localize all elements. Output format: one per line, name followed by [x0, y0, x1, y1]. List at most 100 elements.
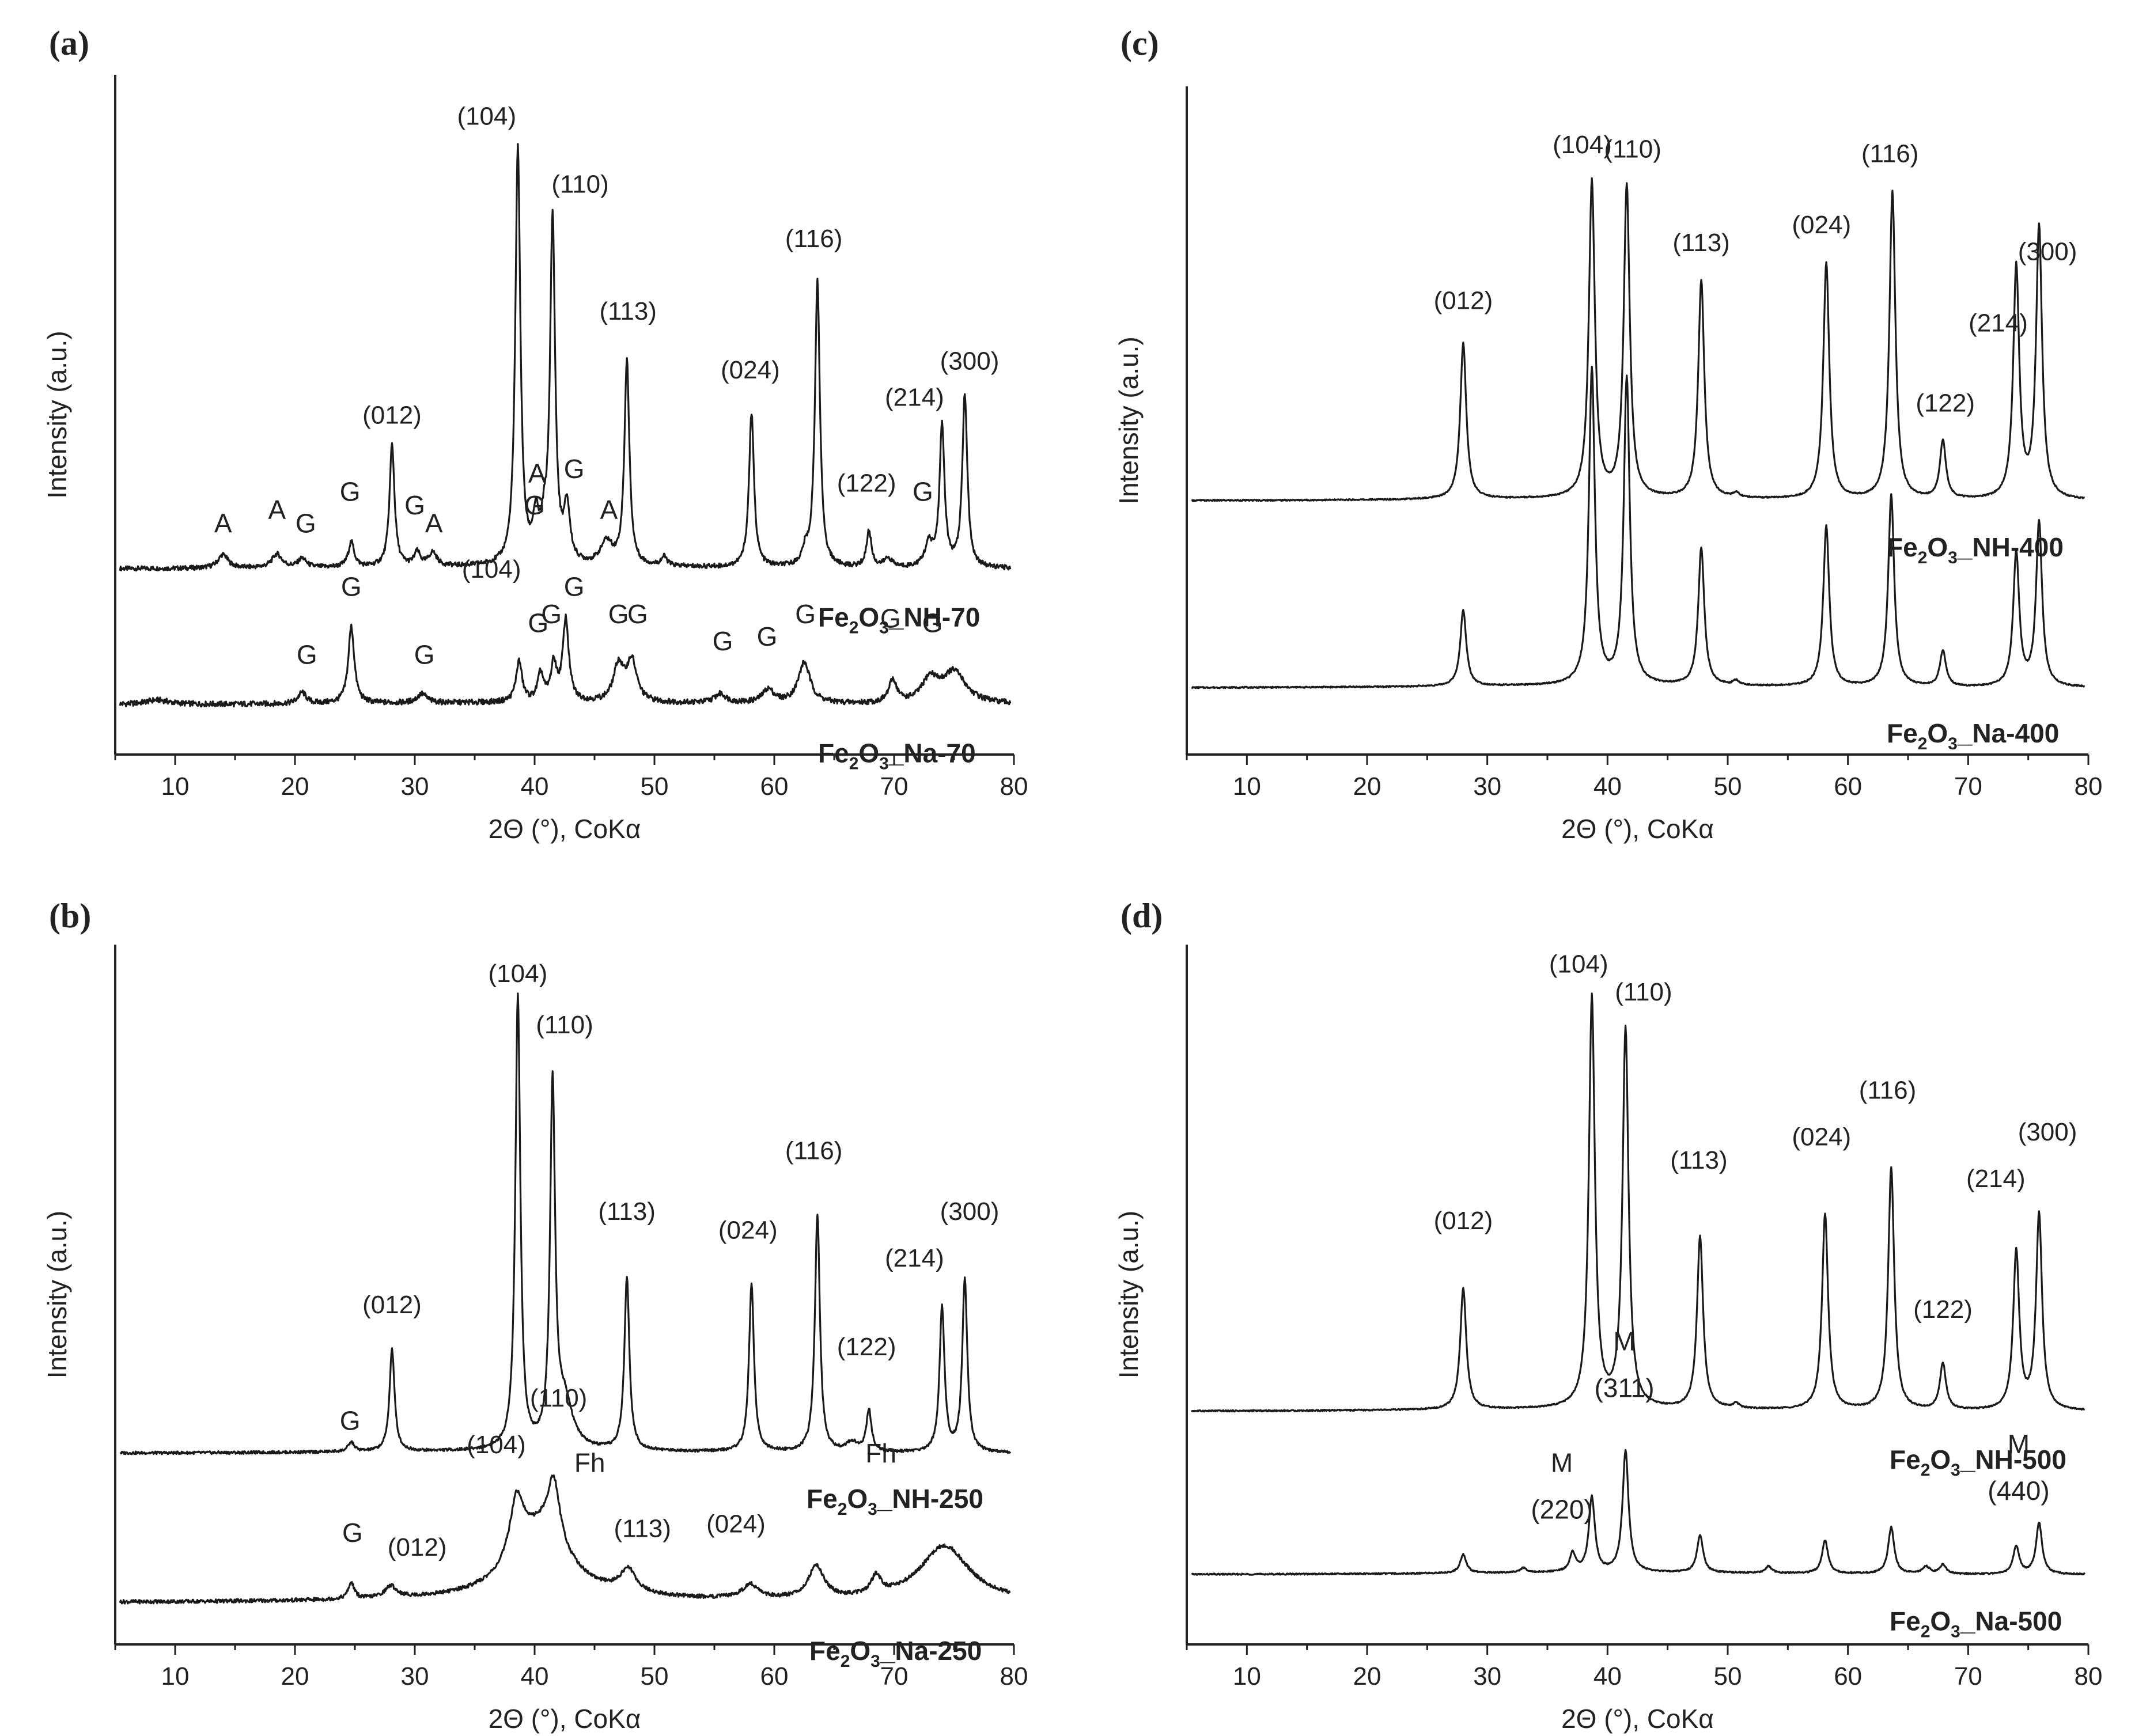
- peak-annotation: (104): [467, 1431, 526, 1459]
- peak-annotation: (122): [1916, 389, 1975, 418]
- peak-annotation: (012): [1434, 1207, 1493, 1235]
- x-tick-label: 40: [1593, 1662, 1622, 1690]
- peak-annotation: (012): [388, 1533, 447, 1561]
- peak-annotation: (116): [785, 225, 842, 253]
- sample-label: Fe2O3_Na-250: [809, 1636, 982, 1671]
- diffraction-trace: [1191, 1449, 2086, 1576]
- x-tick-label: 60: [1834, 1662, 1862, 1690]
- phase-marker: (220): [1531, 1494, 1592, 1524]
- peak-annotation: (113): [614, 1515, 671, 1543]
- x-tick-label: 70: [880, 772, 909, 801]
- x-tick-label: 40: [521, 772, 549, 801]
- peak-annotation: (122): [1913, 1295, 1973, 1324]
- sample-label: Fe2O3_Na-70: [818, 738, 976, 773]
- peak-annotation: (300): [2018, 238, 2077, 266]
- phase-marker: G: [404, 490, 425, 520]
- peak-annotation: (110): [536, 1011, 593, 1039]
- series-Fe2O3_Na-400: Fe2O3_Na-400: [1191, 365, 2085, 753]
- phase-marker: G: [627, 599, 648, 629]
- phase-marker: G: [564, 454, 585, 484]
- phase-marker: (311): [1595, 1373, 1655, 1403]
- x-tick-label: 70: [1954, 1662, 1982, 1690]
- y-axis-title: Intensity (a.u.): [42, 331, 72, 498]
- phase-marker: A: [268, 495, 286, 525]
- x-tick-label: 10: [1233, 1662, 1261, 1690]
- phase-marker: A: [425, 509, 443, 539]
- peak-annotation: (300): [2018, 1118, 2077, 1146]
- diffraction-trace: [119, 613, 1012, 708]
- panel-c: 10 20 30 40 50 60 70 80 2Θ (°), CoKα Intensity (a…: [1114, 24, 2102, 844]
- phase-marker: A: [214, 509, 232, 539]
- peak-annotation: (104): [1553, 131, 1612, 159]
- x-tick-label: 50: [1714, 1662, 1742, 1690]
- x-tick-label: 30: [401, 1662, 429, 1690]
- x-tick-label: 20: [281, 1662, 309, 1690]
- x-tick-label: 60: [760, 772, 789, 801]
- phase-marker: M: [2008, 1429, 2030, 1459]
- series-Fe2O3_Na-250: Fe2O3_Na-250 (012) (104)(110) (113) (024) G Fh…: [119, 1384, 1011, 1671]
- x-tick-label: 70: [1954, 772, 1982, 801]
- x-axis-title: 2Θ (°), CoKα: [1561, 1704, 1714, 1734]
- series-Fe2O3_NH-250: Fe2O3_NH-250(012)(104)(110)(113)(024)(11…: [119, 960, 1012, 1519]
- phase-marker: G: [414, 640, 435, 670]
- phase-marker: G: [528, 608, 548, 638]
- peak-annotation: (113): [1672, 229, 1729, 257]
- phase-marker: M: [1551, 1447, 1573, 1477]
- peak-annotation: (104): [489, 960, 548, 988]
- phase-marker: G: [341, 572, 362, 602]
- x-tick-label: 50: [641, 1662, 669, 1690]
- peak-annotation: (113): [600, 297, 657, 325]
- phase-marker: G: [342, 1518, 363, 1548]
- sample-label: Fe2O3_NH-500: [1890, 1445, 2066, 1480]
- peak-annotation: (116): [1859, 1076, 1916, 1104]
- peak-annotation: (024): [718, 1216, 778, 1244]
- diffraction-trace: [1190, 992, 2085, 1413]
- diffraction-trace: [1191, 177, 2085, 502]
- phase-marker: G: [524, 490, 545, 520]
- phase-marker: G: [913, 476, 933, 506]
- panel-tag: (d): [1121, 897, 1163, 935]
- x-tick-label: 60: [1834, 772, 1862, 801]
- peak-annotation: (122): [837, 1333, 896, 1361]
- phase-marker: G: [713, 626, 733, 656]
- phase-marker: Fh: [865, 1438, 896, 1468]
- panel-d: 10 20 30 40 50 60 70 80 2Θ (°), CoKα Intensity (a…: [1114, 897, 2102, 1734]
- x-tick-label: 10: [161, 1662, 190, 1690]
- phase-marker: G: [608, 599, 629, 629]
- y-axis-title: Intensity (a.u.): [1114, 1211, 1144, 1378]
- peak-annotation: (214): [885, 383, 944, 411]
- phase-marker: G: [541, 599, 562, 629]
- peak-annotation: (024): [1792, 1123, 1851, 1151]
- phase-marker: M: [1613, 1326, 1635, 1356]
- x-tick-label: 30: [401, 772, 429, 801]
- phase-marker: G: [340, 1405, 361, 1435]
- panel-tag: (c): [1121, 24, 1159, 62]
- x-tick-label: 20: [1353, 1662, 1381, 1690]
- x-tick-label: 80: [2075, 1662, 2103, 1690]
- peak-annotation: (012): [362, 401, 422, 430]
- x-tick-label: 10: [161, 772, 190, 801]
- x-tick-label: 80: [2075, 772, 2103, 801]
- peak-annotation: (214): [885, 1244, 944, 1272]
- x-tick-label: 30: [1473, 1662, 1501, 1690]
- x-tick-label: 20: [281, 772, 309, 801]
- phase-marker: G: [340, 476, 361, 506]
- peak-annotation: (110): [1615, 978, 1672, 1006]
- series-Fe2O3_NH-400: Fe2O3_NH-400 (012) (104)(110) (113) (024) (11…: [1191, 131, 2085, 567]
- phase-marker: G: [880, 604, 901, 634]
- x-tick-label: 70: [880, 1662, 909, 1690]
- x-tick-label: 80: [1000, 1662, 1028, 1690]
- phase-marker: G: [757, 621, 778, 651]
- phase-marker: A: [528, 458, 546, 488]
- panel-tag: (a): [49, 24, 89, 62]
- y-axis-title: Intensity (a.u.): [42, 1211, 72, 1378]
- y-axis-title: Intensity (a.u.): [1114, 336, 1144, 504]
- x-tick-label: 40: [521, 1662, 549, 1690]
- phase-marker: G: [296, 509, 316, 539]
- diffraction-trace: [119, 1474, 1011, 1605]
- peak-annotation: (104): [1549, 950, 1608, 979]
- peak-annotation: (012): [1434, 287, 1493, 315]
- x-tick-label: 20: [1353, 772, 1381, 801]
